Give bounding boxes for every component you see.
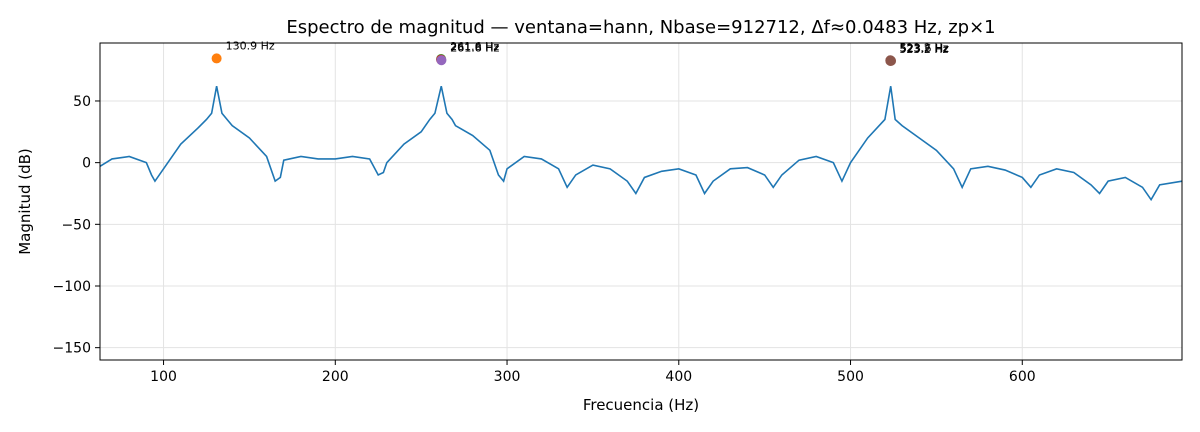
y-tick-label: 0: [82, 156, 91, 172]
y-axis-label: Magnitud (dB): [16, 148, 34, 255]
peak-marker: [211, 53, 222, 64]
peak-label: 523.2 Hz: [899, 43, 948, 56]
peak-label: 523.6 Hz: [900, 42, 949, 55]
peak-label: 261.6 Hz: [450, 42, 499, 55]
x-tick-label: 600: [1009, 369, 1036, 385]
x-tick-label: 500: [837, 369, 864, 385]
peak-marker: [886, 55, 897, 66]
x-tick-label: 200: [322, 369, 349, 385]
peak-label: 523.2 Hz: [899, 41, 948, 54]
peak-label: 261.8 Hz: [450, 41, 499, 54]
x-tick-label: 100: [150, 369, 177, 385]
chart-title: Espectro de magnitud — ventana=hann, Nba…: [286, 17, 995, 38]
x-axis-label: Frecuencia (Hz): [583, 396, 699, 414]
x-tick-label: 400: [665, 369, 692, 385]
y-tick-label: 50: [73, 94, 91, 110]
y-tick-label: −150: [53, 341, 91, 357]
spectrum-series-line: [99, 85, 1183, 202]
y-tick-label: −100: [53, 279, 91, 295]
y-tick-label: −50: [61, 217, 91, 233]
x-tick-label: 300: [494, 369, 521, 385]
plot-frame: [99, 42, 1183, 361]
peak-label: 130.9 Hz: [226, 39, 275, 52]
grid: [100, 43, 1182, 360]
peak-marker: [436, 55, 447, 66]
